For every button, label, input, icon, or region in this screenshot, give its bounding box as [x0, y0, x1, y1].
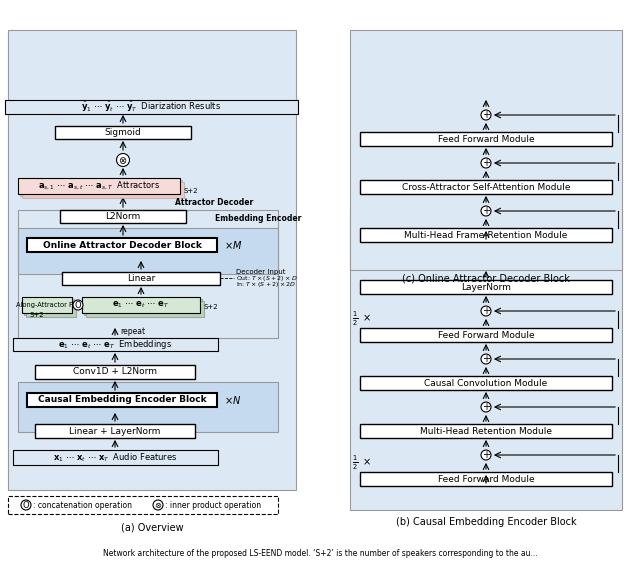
Text: : inner product operation: : inner product operation: [165, 501, 261, 509]
Text: Causal Convolution Module: Causal Convolution Module: [424, 378, 548, 387]
FancyBboxPatch shape: [360, 424, 612, 438]
FancyBboxPatch shape: [27, 238, 217, 252]
Text: (c) Online Attractor Decoder Block: (c) Online Attractor Decoder Block: [402, 273, 570, 283]
Text: $\frac{1}{2}\ \times$: $\frac{1}{2}\ \times$: [352, 454, 371, 472]
Text: +: +: [482, 110, 490, 120]
FancyBboxPatch shape: [22, 297, 72, 313]
Text: +: +: [482, 354, 490, 364]
Text: $\mathbf{a}_{s,1}\ \cdots\ \mathbf{a}_{s,t}\ \cdots\ \mathbf{a}_{s,T}$  Attracto: $\mathbf{a}_{s,1}\ \cdots\ \mathbf{a}_{s…: [38, 180, 160, 192]
FancyBboxPatch shape: [8, 496, 278, 514]
Text: Causal Embedding Encoder Block: Causal Embedding Encoder Block: [38, 395, 206, 405]
Text: Embedding Encoder: Embedding Encoder: [215, 213, 301, 222]
Text: Network architecture of the proposed LS-EEND model. ‘S+2’ is the number of speak: Network architecture of the proposed LS-…: [102, 549, 538, 558]
Text: $\otimes$: $\otimes$: [154, 501, 162, 509]
FancyBboxPatch shape: [27, 393, 217, 407]
Text: Multi-Head Frame-Retention Module: Multi-Head Frame-Retention Module: [404, 230, 568, 240]
FancyBboxPatch shape: [18, 382, 278, 432]
Text: L2Norm: L2Norm: [106, 212, 141, 221]
Text: +: +: [482, 206, 490, 216]
Text: S+2: S+2: [29, 312, 44, 318]
Text: Out: $T\times(S+2)\times D$: Out: $T\times(S+2)\times D$: [236, 274, 298, 282]
Text: Along-Attractor PE: Along-Attractor PE: [17, 302, 77, 308]
Text: Multi-Head Retention Module: Multi-Head Retention Module: [420, 427, 552, 435]
Text: S+2: S+2: [204, 304, 219, 310]
FancyBboxPatch shape: [35, 365, 195, 379]
Circle shape: [481, 450, 491, 460]
FancyBboxPatch shape: [18, 210, 278, 338]
Text: O: O: [22, 501, 29, 509]
Text: S+2: S+2: [184, 188, 198, 194]
Text: LayerNorm: LayerNorm: [461, 282, 511, 291]
Text: $\times M$: $\times M$: [224, 239, 243, 251]
FancyBboxPatch shape: [13, 338, 218, 351]
FancyBboxPatch shape: [5, 100, 298, 114]
FancyBboxPatch shape: [8, 30, 296, 490]
Circle shape: [153, 500, 163, 510]
FancyBboxPatch shape: [82, 297, 200, 313]
FancyBboxPatch shape: [360, 472, 612, 486]
Text: Cross-Attractor Self-Attention Module: Cross-Attractor Self-Attention Module: [402, 183, 570, 192]
FancyBboxPatch shape: [86, 301, 204, 317]
FancyBboxPatch shape: [350, 210, 622, 510]
FancyBboxPatch shape: [360, 180, 612, 194]
FancyBboxPatch shape: [35, 424, 195, 438]
Text: $\frac{1}{2}\ \times$: $\frac{1}{2}\ \times$: [352, 310, 371, 328]
Text: $\mathbf{x}_1\ \cdots\ \mathbf{x}_t\ \cdots\ \mathbf{x}_T$  Audio Features: $\mathbf{x}_1\ \cdots\ \mathbf{x}_t\ \cd…: [53, 451, 178, 464]
Text: $\hat{\mathbf{y}}_1\ \cdots\ \hat{\mathbf{y}}_t\ \cdots\ \hat{\mathbf{y}}_T$  Di: $\hat{\mathbf{y}}_1\ \cdots\ \hat{\mathb…: [81, 100, 221, 114]
Text: +: +: [482, 306, 490, 316]
Text: Linear: Linear: [127, 274, 155, 283]
FancyBboxPatch shape: [360, 280, 612, 294]
FancyBboxPatch shape: [13, 450, 218, 465]
Text: Online Attractor Decoder Block: Online Attractor Decoder Block: [43, 241, 202, 249]
FancyBboxPatch shape: [360, 228, 612, 242]
FancyBboxPatch shape: [360, 376, 612, 390]
Circle shape: [481, 354, 491, 364]
FancyBboxPatch shape: [55, 126, 191, 139]
Text: (a) Overview: (a) Overview: [121, 523, 183, 533]
Text: Sigmoid: Sigmoid: [104, 128, 141, 137]
FancyBboxPatch shape: [350, 30, 622, 270]
Circle shape: [481, 306, 491, 316]
Circle shape: [481, 158, 491, 168]
Text: +: +: [482, 402, 490, 412]
FancyBboxPatch shape: [18, 178, 180, 194]
Text: In: $T\times(S+2)\times 2D$: In: $T\times(S+2)\times 2D$: [236, 279, 296, 288]
Text: Linear + LayerNorm: Linear + LayerNorm: [69, 427, 161, 435]
FancyBboxPatch shape: [26, 301, 76, 317]
Text: Feed Forward Module: Feed Forward Module: [438, 134, 534, 143]
Text: Attractor Decoder: Attractor Decoder: [175, 197, 253, 207]
Circle shape: [21, 500, 31, 510]
FancyBboxPatch shape: [62, 272, 220, 285]
Text: : concatenation operation: : concatenation operation: [33, 501, 132, 509]
Text: +: +: [482, 158, 490, 168]
Text: Feed Forward Module: Feed Forward Module: [438, 331, 534, 340]
Text: O: O: [75, 300, 81, 310]
Text: (b) Causal Embedding Encoder Block: (b) Causal Embedding Encoder Block: [396, 517, 576, 527]
Text: Conv1D + L2Norm: Conv1D + L2Norm: [73, 368, 157, 377]
FancyBboxPatch shape: [20, 180, 182, 196]
Text: Decoder Input: Decoder Input: [236, 269, 285, 275]
Text: $\mathbf{e}_1\ \cdots\ \mathbf{e}_t\ \cdots\ \mathbf{e}_T$  Embeddings: $\mathbf{e}_1\ \cdots\ \mathbf{e}_t\ \cd…: [58, 338, 173, 351]
Circle shape: [481, 402, 491, 412]
Text: $\otimes$: $\otimes$: [118, 155, 127, 166]
Circle shape: [481, 206, 491, 216]
FancyBboxPatch shape: [360, 132, 612, 146]
FancyBboxPatch shape: [22, 182, 184, 198]
Text: repeat: repeat: [120, 328, 145, 336]
FancyBboxPatch shape: [360, 328, 612, 342]
FancyBboxPatch shape: [24, 299, 74, 315]
Circle shape: [481, 110, 491, 120]
Circle shape: [73, 300, 83, 310]
FancyBboxPatch shape: [18, 228, 278, 274]
Text: +: +: [482, 450, 490, 460]
Text: $\mathbf{e}_1\ \cdots\ \mathbf{e}_t\ \cdots\ \mathbf{e}_T$: $\mathbf{e}_1\ \cdots\ \mathbf{e}_t\ \cd…: [112, 300, 170, 310]
FancyBboxPatch shape: [84, 299, 202, 315]
Text: Feed Forward Module: Feed Forward Module: [438, 475, 534, 484]
FancyBboxPatch shape: [60, 210, 186, 223]
Text: $\times N$: $\times N$: [224, 394, 241, 406]
Circle shape: [116, 154, 129, 167]
